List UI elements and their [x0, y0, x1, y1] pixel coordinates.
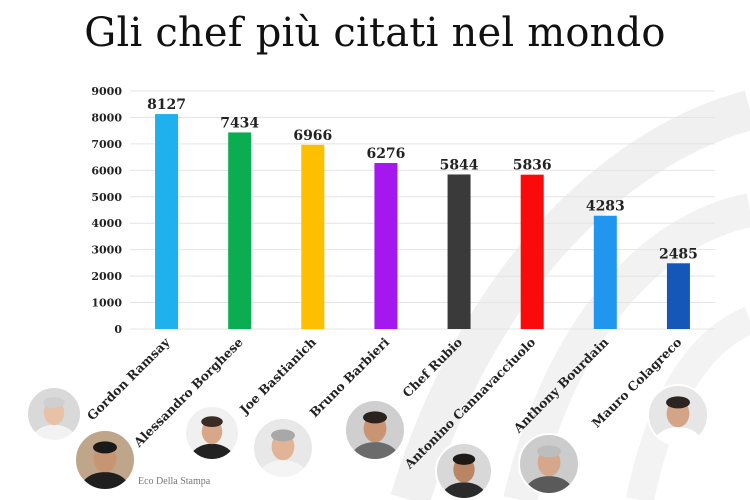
chef-photo	[518, 433, 580, 495]
bar-value-label: 6966	[293, 128, 332, 144]
chef-photo	[252, 417, 314, 479]
photo-credit: Eco Della Stampa	[138, 476, 211, 487]
bar	[301, 144, 325, 329]
y-tick-label: 5000	[91, 191, 122, 204]
chef-photo	[74, 429, 136, 491]
bar	[228, 132, 252, 329]
chef-photo	[184, 405, 240, 461]
bar-value-label: 7434	[220, 115, 259, 131]
bar-value-label: 4283	[586, 199, 625, 215]
bar	[155, 114, 179, 329]
bar	[520, 174, 544, 329]
y-tick-label: 8000	[91, 111, 122, 124]
y-tick-label: 1000	[91, 297, 122, 310]
bar	[593, 215, 617, 329]
y-tick-label: 9000	[91, 85, 122, 98]
y-tick-label: 2000	[91, 270, 122, 283]
chef-photo	[344, 399, 406, 461]
chart-title: Gli chef più citati nel mondo	[84, 10, 666, 56]
bar-value-label: 2485	[659, 246, 698, 262]
y-tick-label: 4000	[91, 217, 122, 230]
bar-value-label: 6276	[366, 146, 405, 162]
bar-value-label: 5836	[513, 158, 552, 174]
chef-photo	[26, 386, 82, 442]
bar-value-label: 5844	[440, 157, 479, 173]
bar	[447, 174, 471, 329]
y-tick-label: 6000	[91, 164, 122, 177]
bar	[666, 263, 690, 329]
y-tick-label: 0	[114, 323, 122, 336]
y-tick-label: 7000	[91, 138, 122, 151]
bar-value-label: 8127	[147, 97, 186, 113]
y-tick-label: 3000	[91, 244, 122, 257]
chef-photo	[647, 384, 709, 446]
background-swirl-3	[626, 307, 750, 500]
background-swirl-1	[390, 90, 750, 500]
chef-photo	[435, 442, 493, 500]
bar	[374, 163, 398, 329]
